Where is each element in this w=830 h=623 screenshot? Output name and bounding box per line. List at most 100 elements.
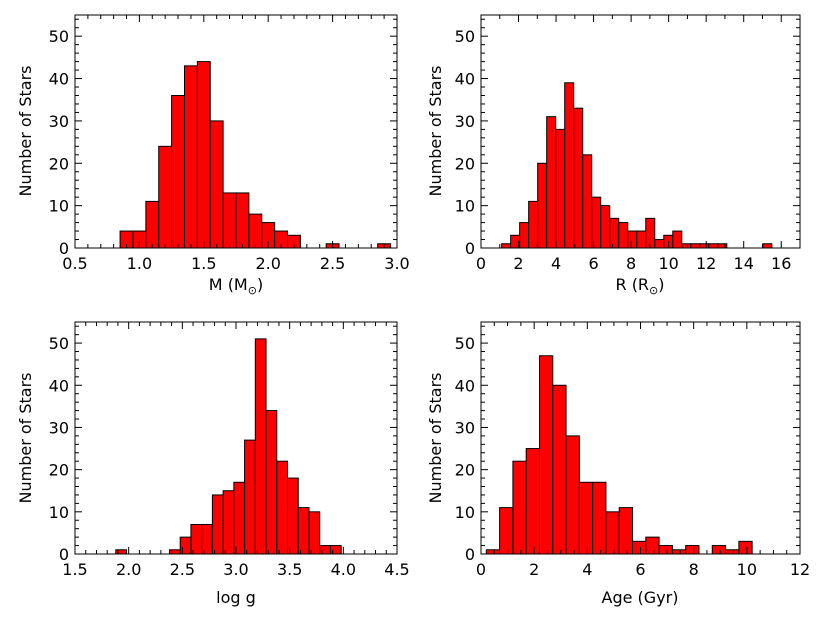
mass-y-tick-label: 20: [49, 154, 69, 173]
age-bar: [738, 540, 753, 555]
age-x-tick-label: 0: [476, 560, 486, 579]
age-bar: [499, 507, 514, 555]
radius-bar: [690, 243, 701, 249]
radius-bar: [708, 243, 719, 249]
age-y-tick-label: 50: [455, 334, 475, 353]
mass-y-tick-label: 50: [49, 27, 69, 46]
age-bar: [592, 481, 607, 555]
age-bar: [725, 549, 740, 555]
logg-x-tick-label: 2.5: [170, 560, 195, 579]
logg-x-tick-labels: 1.5 2.0 2.5 3.0 3.5 4.0 4.5: [62, 560, 409, 579]
logg-bar: [211, 494, 224, 555]
age-bar: [645, 536, 660, 555]
radius-bar: [681, 243, 692, 249]
radius-y-tick-label: 0: [465, 239, 475, 258]
radius-y-tick-label: 40: [455, 70, 475, 89]
age-histogram-panel: 0 2 4 6 8 10 12 0 10 20 30 40 50 Age (Gyr) Number o…: [426, 321, 810, 607]
radius-bar: [618, 222, 629, 249]
mass-x-tick-label: 1.0: [127, 254, 152, 273]
logg-y-axis-label: Number of Stars: [16, 372, 35, 503]
age-x-axis-label: Age (Gyr): [602, 588, 679, 607]
radius-bar: [537, 162, 548, 249]
mass-bar: [196, 61, 211, 249]
age-y-tick-label: 20: [455, 461, 475, 480]
age-x-tick-label: 6: [635, 560, 645, 579]
logg-bar: [265, 410, 278, 555]
mass-y-tick-label: 10: [49, 197, 69, 216]
age-bar: [618, 507, 634, 555]
logg-bar: [168, 549, 181, 555]
radius-bar: [501, 243, 512, 249]
logg-axes-frame: [74, 321, 398, 555]
age-bar: [685, 545, 700, 555]
age-y-tick-labels: 0 10 20 30 40 50: [455, 334, 475, 564]
logg-bar: [329, 545, 342, 555]
radius-bars: [501, 82, 773, 249]
logg-bars: [115, 338, 342, 555]
radius-x-axis-label: R (R⊙): [615, 275, 664, 297]
radius-bar: [645, 217, 656, 249]
age-bar: [605, 511, 620, 555]
radius-y-tick-labels: 0 10 20 30 40 50: [455, 27, 475, 258]
age-bar: [565, 435, 580, 555]
age-x-tick-label: 4: [582, 560, 592, 579]
radius-bar: [654, 239, 665, 249]
radius-bar: [600, 205, 611, 249]
mass-y-tick-label: 30: [49, 112, 69, 131]
mass-x-tick-label: 3.0: [384, 254, 409, 273]
radius-bar: [519, 222, 530, 249]
logg-bar: [287, 477, 299, 555]
radius-x-tick-label: 14: [734, 254, 754, 273]
radius-x-tick-labels: 0 2 4 6 8 10 12 14 16: [476, 254, 792, 273]
age-bar: [552, 384, 567, 555]
radius-bar: [555, 128, 566, 249]
age-y-tick-label: 0: [465, 545, 475, 564]
age-x-tick-label: 10: [737, 560, 757, 579]
radius-x-tick-label: 8: [626, 254, 636, 273]
logg-bar: [244, 439, 256, 555]
logg-x-tick-label: 3.0: [223, 560, 248, 579]
radius-bar: [564, 82, 575, 249]
radius-histogram-panel: 0 2 4 6 8 10 12 14 16 0 10 20 30 40 50 R (R⊙) Number …: [426, 14, 801, 297]
age-bar: [671, 549, 687, 555]
mass-bar: [158, 145, 173, 249]
mass-x-tick-label: 2.0: [255, 254, 280, 273]
age-bar: [711, 545, 727, 555]
logg-bar: [222, 490, 235, 555]
logg-x-tick-label: 2.0: [116, 560, 141, 579]
age-axes-frame: [480, 321, 801, 555]
radius-x-tick-label: 12: [696, 254, 716, 273]
logg-y-tick-label: 10: [49, 503, 69, 522]
radius-y-axis-label: Number of Stars: [426, 65, 445, 196]
radius-bar: [591, 196, 602, 249]
radius-y-tick-label: 50: [455, 27, 475, 46]
radius-bar: [717, 243, 728, 249]
mass-bar: [248, 213, 263, 249]
age-bar: [632, 540, 647, 555]
mass-x-tick-labels: 0.5 1.0 1.5 2.0 2.5 3.0: [62, 254, 409, 273]
mass-axes-frame: [74, 14, 398, 249]
logg-bar: [319, 545, 331, 555]
age-x-tick-label: 12: [790, 560, 810, 579]
radius-y-tick-label: 10: [455, 197, 475, 216]
mass-x-tick-label: 2.5: [320, 254, 345, 273]
radius-axes-frame: [480, 14, 801, 249]
logg-bar: [190, 523, 203, 555]
age-bar: [578, 481, 594, 555]
logg-bar: [308, 511, 321, 555]
age-bar: [512, 460, 527, 555]
radius-y-tick-label: 20: [455, 154, 475, 173]
radius-x-tick-label: 6: [588, 254, 598, 273]
logg-y-tick-label: 40: [49, 376, 69, 395]
radius-bar: [573, 107, 584, 249]
mass-y-tick-label: 0: [59, 239, 69, 258]
logg-y-tick-label: 30: [49, 418, 69, 437]
logg-x-tick-label: 4.0: [331, 560, 356, 579]
age-bar: [538, 355, 554, 555]
radius-bar: [762, 243, 773, 249]
mass-histogram-panel: 0.5 1.0 1.5 2.0 2.5 3.0 0 10 20 30 40 50 M (M⊙) Nu…: [16, 14, 410, 297]
mass-bar: [222, 192, 237, 249]
radius-x-tick-label: 10: [658, 254, 678, 273]
logg-bar: [233, 481, 246, 555]
